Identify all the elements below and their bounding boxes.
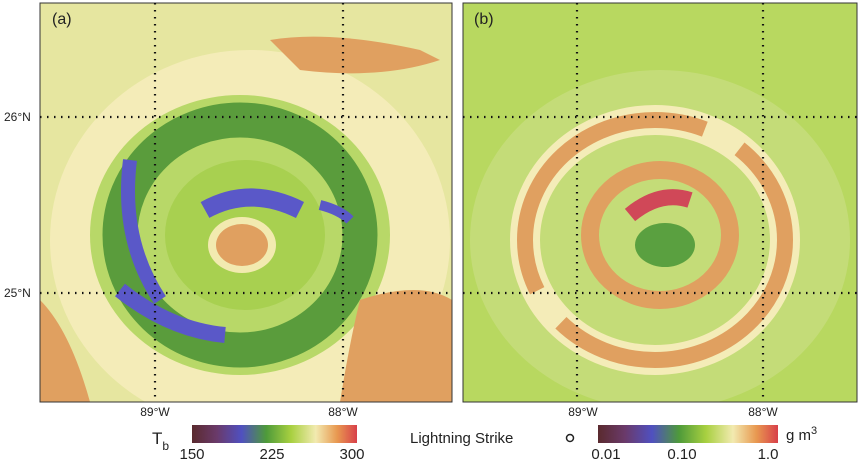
lon-label: 88°W (328, 405, 358, 419)
colorbar-unit: g m3 (786, 425, 817, 444)
lat-label: 26°N (4, 110, 31, 124)
lon-label: 89°W (140, 405, 170, 419)
colorbar-tick-label: 1.0 (758, 446, 779, 463)
panel-b-field (463, 3, 857, 410)
symbol: T (152, 429, 162, 448)
legend-symbol (567, 435, 574, 442)
colorbar-tick-label: 150 (179, 446, 204, 463)
colorbar (192, 425, 357, 443)
lon-label: 89°W (568, 405, 598, 419)
panel-label: (a) (52, 11, 72, 28)
colorbar-tick-label: 225 (259, 446, 284, 463)
subscript: b (162, 439, 169, 453)
unit: g m (786, 427, 811, 444)
lat-label: 25°N (4, 286, 31, 300)
panel-a-field (40, 3, 452, 430)
panel-label: (b) (474, 11, 494, 28)
colorbar-tick-label: 0.10 (667, 446, 696, 463)
superscript: 3 (811, 425, 817, 437)
legend-label: Lightning Strike (410, 430, 513, 447)
colorbar-title: Tb (152, 429, 169, 453)
lon-label: 88°W (748, 405, 778, 419)
colorbar-tick-label: 300 (339, 446, 364, 463)
figure: (a) (b) 26°N 25°N 89°W 88°W 89°W 88°W Tb… (0, 0, 863, 463)
colorbar-tick-label: 0.01 (591, 446, 620, 463)
colorbar (598, 425, 778, 443)
